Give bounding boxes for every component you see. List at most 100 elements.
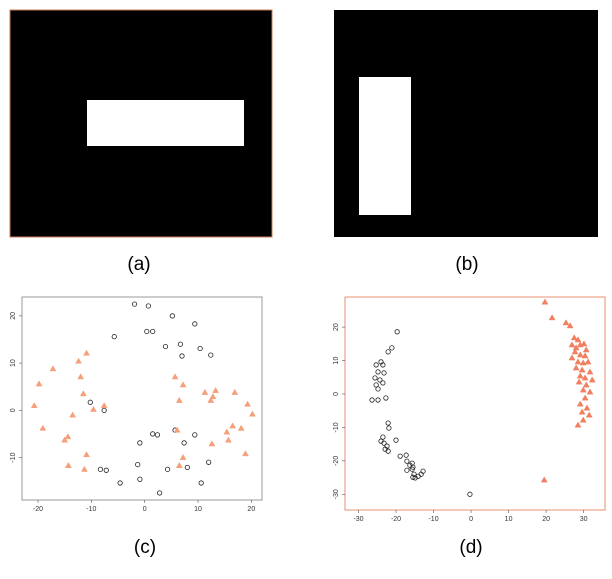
point (79, 390, 87, 397)
point (157, 490, 163, 496)
point (197, 345, 203, 352)
point (75, 357, 82, 364)
point (49, 365, 57, 372)
point (377, 377, 383, 383)
point (117, 480, 123, 486)
x-tick-label: 30 (580, 516, 588, 523)
point (97, 466, 104, 472)
point (179, 381, 187, 388)
point (373, 382, 379, 388)
point (103, 467, 109, 473)
point (150, 431, 156, 437)
point (385, 420, 391, 426)
point (586, 388, 594, 395)
y-tick-label: 10 (10, 359, 17, 367)
point (385, 349, 391, 355)
point (380, 434, 386, 440)
point (576, 351, 584, 358)
caption: (a) (127, 254, 150, 275)
point (568, 341, 576, 348)
point (403, 452, 409, 458)
point (111, 334, 117, 340)
point (576, 400, 584, 407)
point (173, 426, 181, 433)
point (137, 440, 143, 446)
point (83, 349, 90, 356)
point (583, 404, 591, 411)
point (581, 394, 589, 401)
point (579, 359, 587, 366)
point (171, 373, 179, 380)
y-tick-label: -20 (333, 456, 340, 466)
point (201, 388, 209, 395)
point (581, 374, 589, 381)
point (397, 453, 403, 459)
point (69, 411, 77, 418)
point (64, 433, 72, 440)
point (90, 405, 97, 412)
point (179, 454, 187, 460)
point (165, 466, 171, 472)
point (207, 396, 215, 403)
point (175, 396, 183, 403)
point (386, 425, 392, 431)
point (585, 411, 593, 418)
x-tick-label: -10 (428, 516, 438, 523)
point (389, 345, 395, 351)
x-tick-label: -20 (33, 506, 43, 513)
point (198, 480, 204, 486)
point (144, 328, 150, 335)
point (393, 437, 399, 443)
point (223, 428, 231, 435)
point (369, 397, 375, 403)
point (169, 313, 175, 319)
x-tick-label: 0 (143, 506, 147, 513)
point (373, 362, 379, 368)
x-tick-label: 20 (247, 506, 255, 513)
point (375, 397, 381, 403)
point (375, 369, 381, 375)
point (61, 436, 69, 443)
point (212, 386, 220, 393)
point (87, 399, 93, 405)
point (237, 424, 245, 431)
point (150, 328, 156, 335)
point (576, 372, 584, 379)
point (385, 448, 391, 454)
point (131, 301, 138, 307)
point (467, 491, 473, 497)
point (145, 303, 151, 309)
x-tick-label: -30 (353, 516, 363, 523)
x-tick-label: 20 (542, 516, 550, 523)
point (209, 393, 217, 400)
point (574, 358, 582, 365)
point (135, 461, 141, 468)
point (184, 464, 190, 471)
point (381, 440, 387, 446)
point (541, 298, 549, 305)
point (177, 341, 183, 347)
y-tick-label: -10 (10, 452, 17, 462)
point (100, 402, 108, 409)
x-tick-label: -20 (391, 516, 401, 523)
point (574, 336, 582, 343)
y-tick-label: 0 (10, 408, 17, 412)
point (404, 467, 410, 473)
point (375, 386, 381, 392)
point (579, 386, 587, 393)
y-tick-label: 20 (333, 323, 340, 331)
point (35, 380, 43, 387)
x-tick-label: 10 (194, 506, 202, 513)
point (208, 440, 216, 447)
point (411, 471, 417, 477)
point (572, 344, 580, 351)
point (192, 321, 198, 327)
point (248, 410, 256, 417)
point (80, 465, 88, 472)
point (179, 353, 185, 359)
point (420, 468, 426, 474)
point (77, 373, 85, 380)
point (575, 378, 583, 385)
point (181, 440, 187, 446)
point (566, 322, 574, 329)
